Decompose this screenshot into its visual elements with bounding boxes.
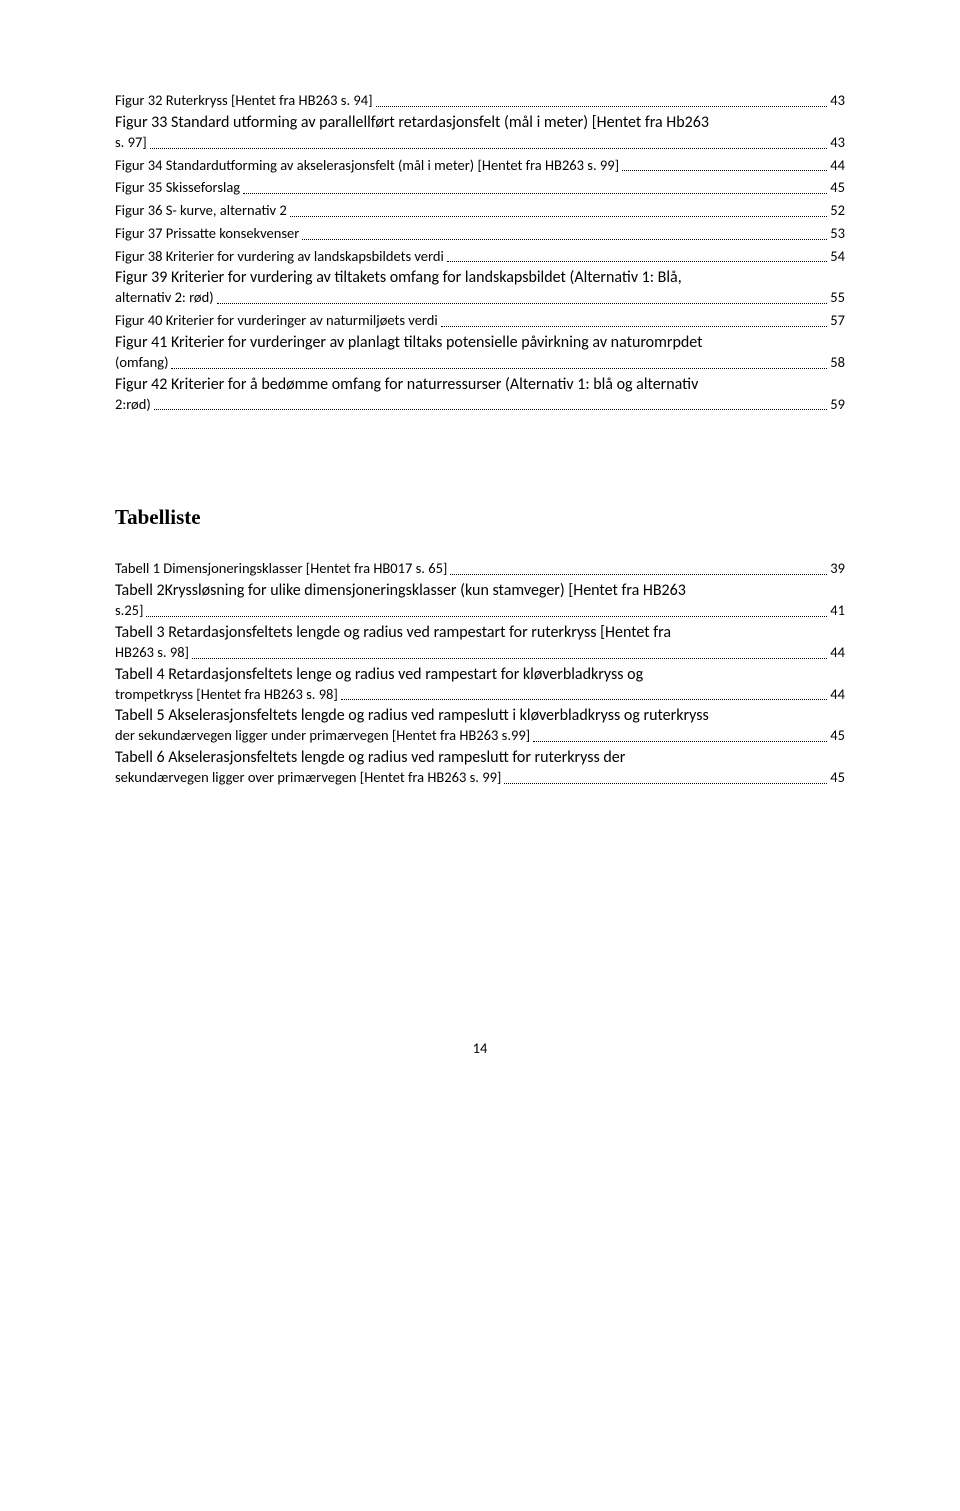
figures-entry-text: (omfang) [115,352,168,374]
figures-entry-text: Figur 40 Kriterier for vurderinger av na… [115,310,438,332]
tables-entry-page: 45 [830,725,845,747]
figures-entry: 2:rød) 59 [115,394,845,416]
leader-dots [450,574,827,575]
figures-entry-page: 45 [830,177,845,199]
leader-dots [192,658,827,659]
figures-entry-page: 53 [830,223,845,245]
figures-entry-page: 54 [830,246,845,268]
tables-entry-line1: Tabell 2Kryssløsning for ulike dimensjon… [115,581,845,600]
figures-entry-line1: Figur 39 Kriterier for vurdering av tilt… [115,268,845,287]
leader-dots [243,193,827,194]
figures-entry-line1: Figur 41 Kriterier for vurderinger av pl… [115,333,845,352]
figures-entry-line1: Figur 42 Kriterier for å bedømme omfang … [115,375,845,394]
figures-entry: Figur 36 S- kurve, alternativ 2 52 [115,200,845,222]
figures-entry-page: 58 [830,352,845,374]
leader-dots [146,616,827,617]
tables-entry-text: sekundærvegen ligger over primærvegen [H… [115,767,501,789]
figures-entry-text: Figur 32 Ruterkryss [Hentet fra HB263 s.… [115,90,373,112]
tables-entry-text: s.25] [115,600,143,622]
figures-entry-page: 43 [830,132,845,154]
leader-dots [217,303,828,304]
figures-entry: Figur 38 Kriterier for vurdering av land… [115,246,845,268]
leader-dots [447,261,827,262]
tables-entry-text: HB263 s. 98] [115,642,189,664]
figures-entry-page: 44 [830,155,845,177]
leader-dots [504,783,827,784]
tables-entry-page: 44 [830,684,845,706]
leader-dots [290,216,828,217]
tables-entry: HB263 s. 98] 44 [115,642,845,664]
tables-entry-line1: Tabell 3 Retardasjonsfeltets lengde og r… [115,623,845,642]
figures-entry-line1: Figur 33 Standard utforming av parallell… [115,113,845,132]
figures-entry: (omfang) 58 [115,352,845,374]
leader-dots [171,368,827,369]
figures-entry-page: 59 [830,394,845,416]
tables-entry-page: 41 [830,600,845,622]
figures-entry: Figur 40 Kriterier for vurderinger av na… [115,310,845,332]
page-number: 14 [115,1039,845,1057]
figures-entry-page: 57 [830,310,845,332]
leader-dots [150,148,828,149]
leader-dots [441,326,828,327]
tables-entry-page: 45 [830,767,845,789]
tables-entry-page: 39 [830,558,845,580]
tables-list: Tabell 1 Dimensjoneringsklasser [Hentet … [115,558,845,789]
leader-dots [341,699,827,700]
figures-entry-text: 2:rød) [115,394,151,416]
leader-dots [154,409,828,410]
leader-dots [622,170,827,171]
figures-entry-text: Figur 38 Kriterier for vurdering av land… [115,246,444,268]
figures-entry: Figur 34 Standardutforming av akselerasj… [115,155,845,177]
figures-entry: Figur 35 Skisseforslag 45 [115,177,845,199]
figures-entry-page: 55 [830,287,845,309]
tables-entry-line1: Tabell 5 Akselerasjonsfeltets lengde og … [115,706,845,725]
leader-dots [302,239,827,240]
figures-entry: s. 97] 43 [115,132,845,154]
tables-entry-line1: Tabell 6 Akselerasjonsfeltets lengde og … [115,748,845,767]
figures-entry-text: alternativ 2: rød) [115,287,214,309]
figures-entry-text: Figur 35 Skisseforslag [115,177,240,199]
table-list-heading: Tabelliste [115,505,845,530]
figures-entry-text: s. 97] [115,132,147,154]
tables-entry: trompetkryss [Hentet fra HB263 s. 98] 44 [115,684,845,706]
tables-entry: s.25] 41 [115,600,845,622]
tables-entry-text: Tabell 1 Dimensjoneringsklasser [Hentet … [115,558,447,580]
figures-entry-text: Figur 36 S- kurve, alternativ 2 [115,200,287,222]
tables-entry-text: trompetkryss [Hentet fra HB263 s. 98] [115,684,338,706]
leader-dots [376,106,828,107]
figures-entry-text: Figur 37 Prissatte konsekvenser [115,223,299,245]
figures-entry-page: 43 [830,90,845,112]
figures-entry: Figur 37 Prissatte konsekvenser 53 [115,223,845,245]
tables-entry-line1: Tabell 4 Retardasjonsfeltets lenge og ra… [115,665,845,684]
figures-entry: alternativ 2: rød) 55 [115,287,845,309]
tables-entry-text: der sekundærvegen ligger under primærveg… [115,725,530,747]
tables-entry: Tabell 1 Dimensjoneringsklasser [Hentet … [115,558,845,580]
tables-entry: sekundærvegen ligger over primærvegen [H… [115,767,845,789]
tables-entry: der sekundærvegen ligger under primærveg… [115,725,845,747]
figures-entry: Figur 32 Ruterkryss [Hentet fra HB263 s.… [115,90,845,112]
tables-entry-page: 44 [830,642,845,664]
figures-list: Figur 32 Ruterkryss [Hentet fra HB263 s.… [115,90,845,415]
figures-entry-text: Figur 34 Standardutforming av akselerasj… [115,155,619,177]
leader-dots [533,741,827,742]
figures-entry-page: 52 [830,200,845,222]
